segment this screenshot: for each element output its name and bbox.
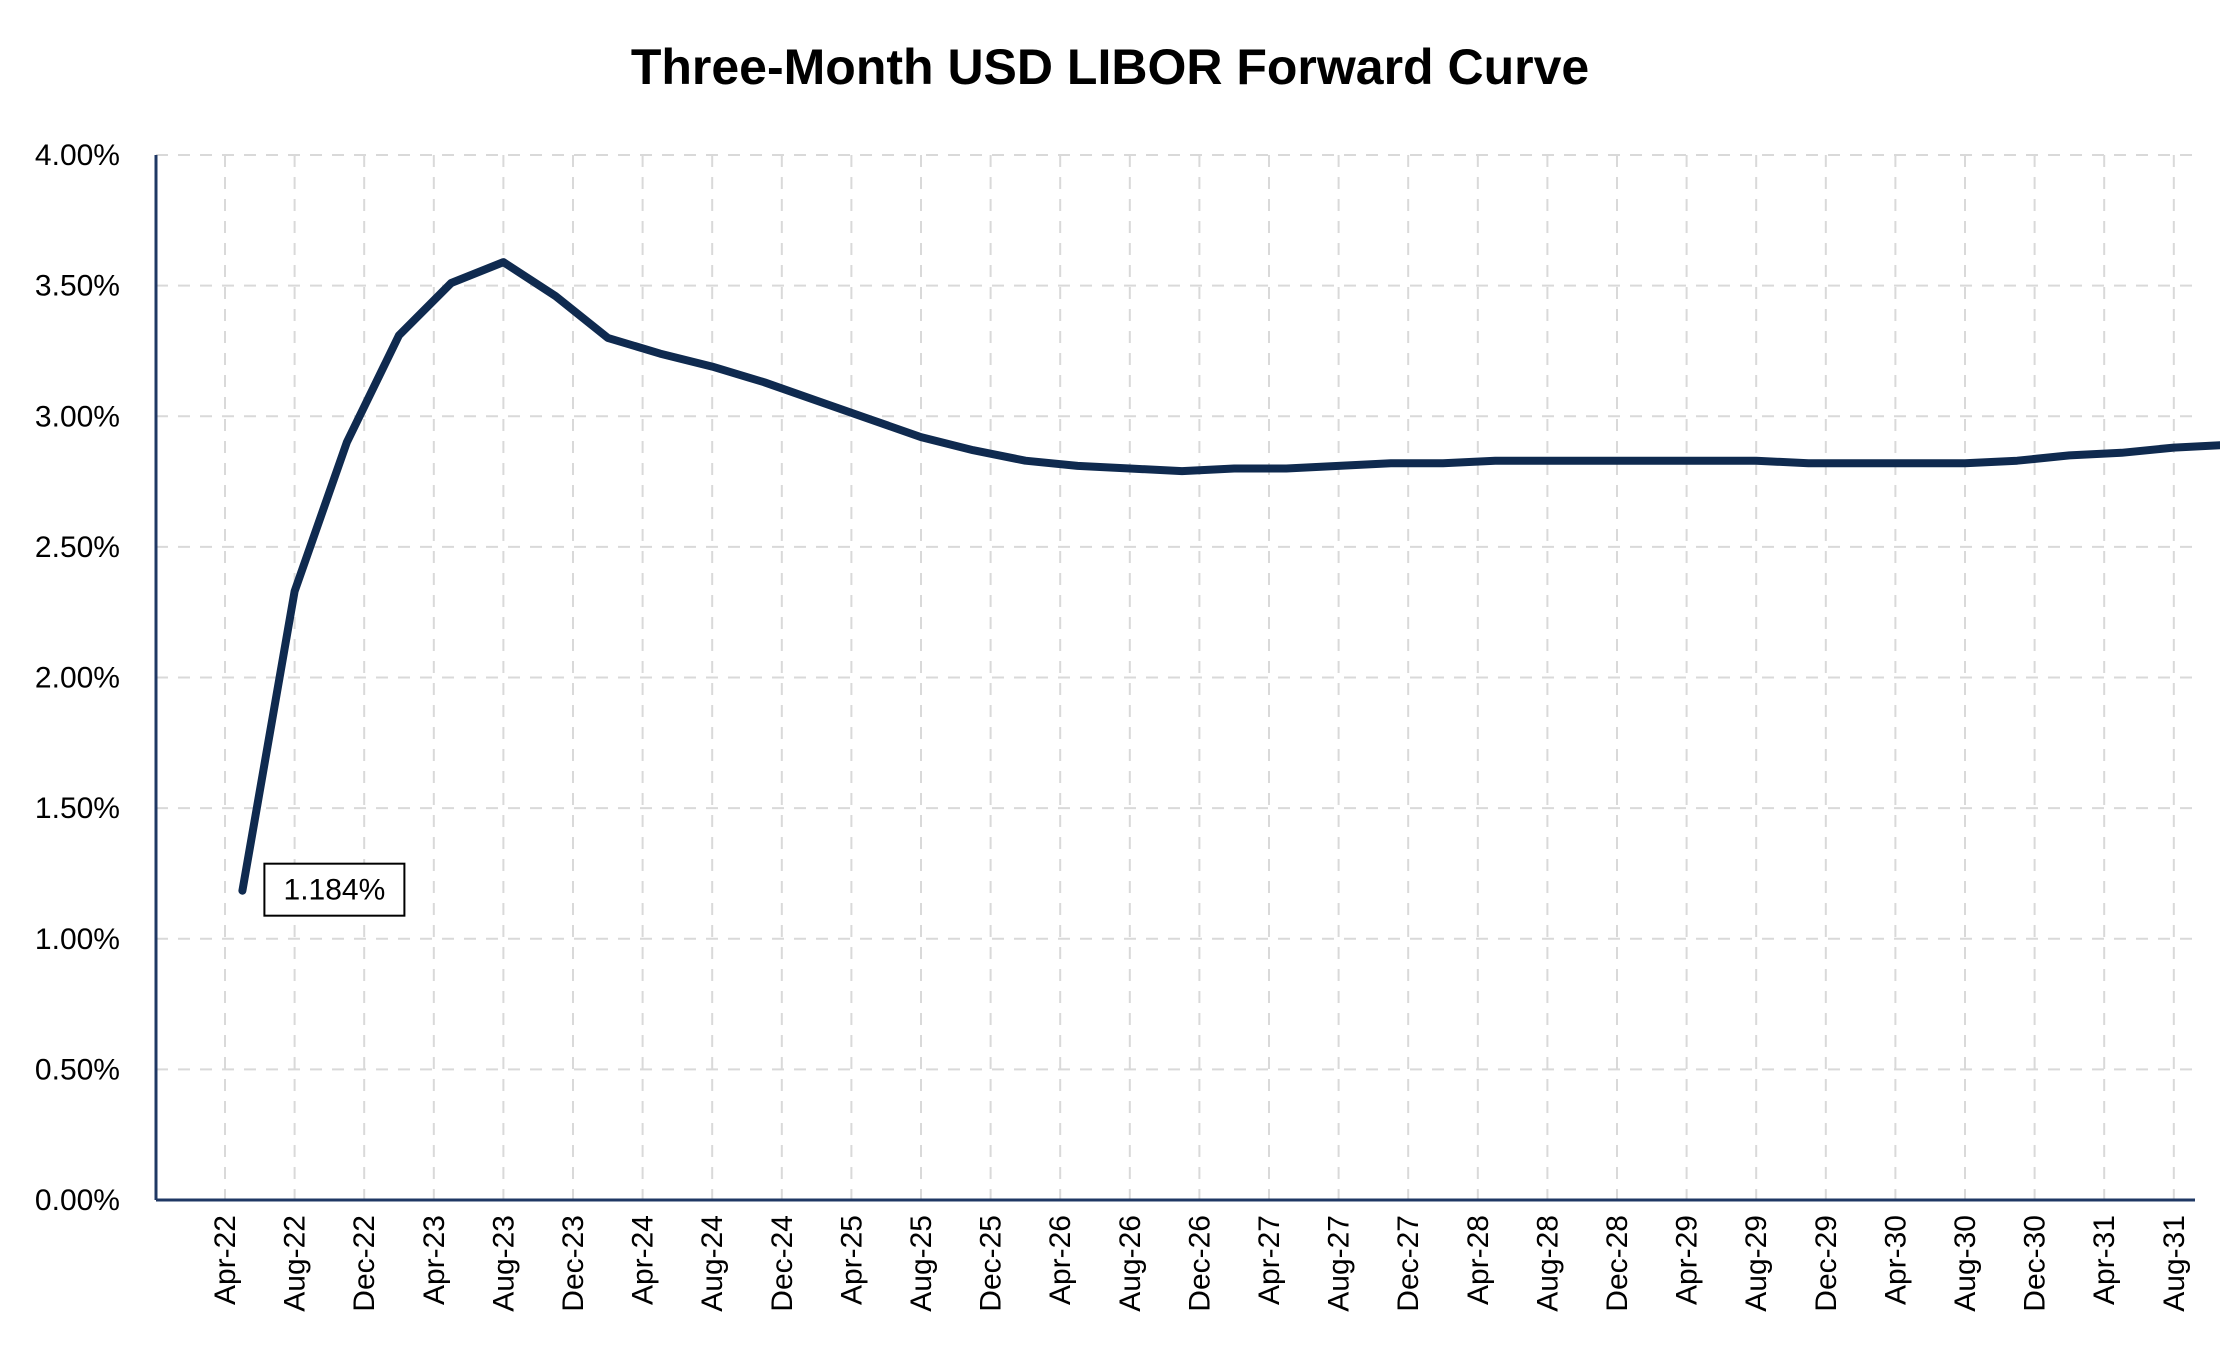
y-tick-label: 3.50%: [35, 270, 120, 303]
series-layer: [238, 258, 2220, 895]
data-point: [1129, 468, 1130, 469]
x-tick-label: Apr-22: [209, 1215, 242, 1305]
x-tick-label: Dec-24: [766, 1215, 799, 1312]
data-point: [1965, 463, 1966, 464]
x-tick-label: Apr-25: [835, 1215, 868, 1305]
data-point: [816, 400, 817, 401]
x-tick-label: Dec-27: [1392, 1215, 1425, 1312]
data-point: [868, 418, 869, 419]
data-point: [712, 366, 713, 367]
data-point: [1286, 468, 1287, 469]
x-tick-label: Dec-25: [975, 1215, 1008, 1312]
data-point: [1704, 460, 1705, 461]
data-point: [1547, 460, 1548, 461]
data-point: [555, 296, 556, 297]
x-tick-label: Apr-26: [1044, 1215, 1077, 1305]
x-tick-label: Aug-22: [279, 1215, 312, 1312]
data-point: [1495, 460, 1496, 461]
x-tick-label: Dec-26: [1183, 1215, 1216, 1312]
x-tick-label: Apr-29: [1671, 1215, 1704, 1305]
data-point: [1912, 463, 1913, 464]
x-tick-label: Dec-22: [348, 1215, 381, 1312]
x-tick-label: Aug-31: [2158, 1215, 2191, 1312]
data-point: [1756, 460, 1757, 461]
data-point: [2121, 452, 2122, 453]
axes: [154, 155, 2195, 1202]
x-tick-label: Dec-23: [557, 1215, 590, 1312]
y-tick-label: 0.50%: [35, 1053, 120, 1086]
data-point: [1025, 460, 1026, 461]
grid-lines: [156, 154, 2195, 1200]
chart-title: Three-Month USD LIBOR Forward Curve: [630, 39, 1590, 95]
x-tick-label: Apr-28: [1462, 1215, 1495, 1305]
x-tick-label: Apr-27: [1253, 1215, 1286, 1305]
data-point: [607, 337, 608, 338]
x-tick-label: Apr-31: [2088, 1215, 2121, 1305]
data-point: [1860, 463, 1861, 464]
data-point: [2017, 460, 2018, 461]
x-tick-label: Aug-25: [905, 1215, 938, 1312]
data-point: [2173, 447, 2174, 448]
x-tick-label: Aug-29: [1740, 1215, 1773, 1312]
x-tick-labels: Apr-22 Aug-22 Dec-22 Apr-23 Aug-23 Dec-23 Apr-…: [209, 1215, 2191, 1312]
data-label: 1.184%: [284, 874, 386, 907]
x-tick-label: Aug-24: [696, 1215, 729, 1312]
y-tick-label: 4.00%: [35, 139, 120, 172]
x-tick-label: Apr-24: [627, 1215, 660, 1305]
data-point: [1390, 463, 1391, 464]
data-point: [242, 890, 243, 891]
x-tick-label: Aug-27: [1323, 1215, 1356, 1312]
y-tick-label: 1.00%: [35, 923, 120, 956]
y-tick-label: 2.00%: [35, 662, 120, 695]
data-point: [399, 335, 400, 336]
data-point: [660, 353, 661, 354]
data-point: [1651, 460, 1652, 461]
data-point: [1234, 468, 1235, 469]
data-point: [2069, 455, 2070, 456]
data-point: [1182, 471, 1183, 472]
y-tick-label: 3.00%: [35, 400, 120, 433]
x-tick-label: Dec-28: [1601, 1215, 1634, 1312]
data-point: [973, 450, 974, 451]
x-tick-label: Aug-28: [1531, 1215, 1564, 1312]
y-tick-label: 1.50%: [35, 792, 120, 825]
data-point: [1338, 465, 1339, 466]
series-line: [238, 258, 2220, 895]
x-tick-label: Apr-30: [1879, 1215, 1912, 1305]
data-point: [451, 283, 452, 284]
data-point: [1443, 463, 1444, 464]
x-tick-label: Dec-29: [1810, 1215, 1843, 1312]
data-point: [346, 442, 347, 443]
y-tick-label: 2.50%: [35, 531, 120, 564]
x-tick-label: Aug-26: [1114, 1215, 1147, 1312]
data-point: [921, 437, 922, 438]
data-point: [764, 382, 765, 383]
y-tick-label: 0.00%: [35, 1184, 120, 1217]
data-point: [1808, 463, 1809, 464]
x-tick-label: Aug-30: [1949, 1215, 1982, 1312]
data-point: [1077, 465, 1078, 466]
x-tick-label: Aug-23: [487, 1215, 520, 1312]
x-tick-label: Dec-30: [2019, 1215, 2052, 1312]
data-point: [294, 591, 295, 592]
y-tick-labels: 0.00% 0.50% 1.00% 1.50% 2.00% 2.50% 3.00% 3.50%…: [35, 139, 120, 1217]
annotation-layer: 1.184%: [263, 862, 406, 917]
data-label-box: [263, 862, 406, 917]
x-tick-label: Apr-23: [418, 1215, 451, 1305]
data-point: [503, 262, 504, 263]
data-point: [1599, 460, 1600, 461]
